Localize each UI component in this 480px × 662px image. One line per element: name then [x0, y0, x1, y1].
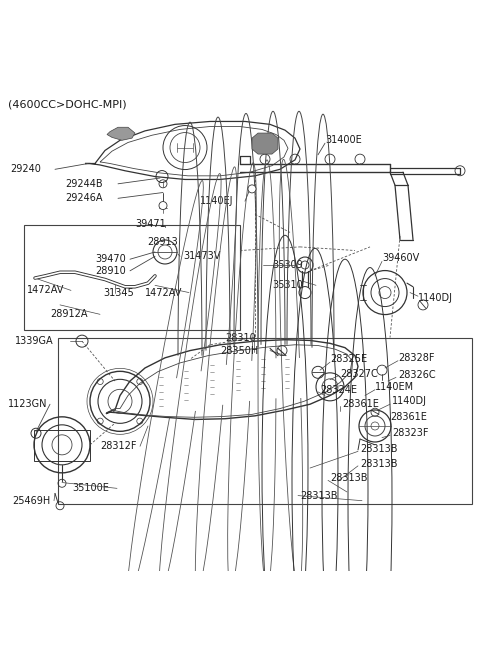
Text: 28913: 28913 — [147, 237, 178, 247]
Text: 28325E: 28325E — [330, 354, 367, 364]
Text: 28912A: 28912A — [50, 309, 87, 319]
Text: 25469H: 25469H — [12, 496, 50, 506]
Text: 28324E: 28324E — [320, 385, 357, 395]
Text: 28361E: 28361E — [390, 412, 427, 422]
Text: 28313B: 28313B — [360, 459, 397, 469]
Text: 35309: 35309 — [272, 260, 303, 270]
Text: 35100E: 35100E — [72, 483, 109, 493]
Text: 1140DJ: 1140DJ — [392, 397, 427, 406]
Text: 39460V: 39460V — [382, 253, 419, 263]
Text: 28313B: 28313B — [360, 444, 397, 454]
Text: 28313B: 28313B — [330, 473, 368, 483]
Text: 1472AV: 1472AV — [145, 287, 182, 298]
Circle shape — [248, 185, 256, 193]
Text: 28313B: 28313B — [300, 491, 337, 500]
Text: 29244B: 29244B — [65, 179, 103, 189]
Text: 28312F: 28312F — [100, 442, 136, 451]
Text: 28361E: 28361E — [342, 399, 379, 409]
Text: 39471: 39471 — [135, 218, 166, 228]
Text: 28328F: 28328F — [398, 353, 434, 363]
Text: 1140EM: 1140EM — [375, 382, 414, 392]
Text: 28310: 28310 — [225, 332, 256, 342]
Text: 1123GN: 1123GN — [8, 399, 48, 409]
Text: 1472AV: 1472AV — [27, 285, 64, 295]
Polygon shape — [252, 133, 278, 154]
Text: 28326C: 28326C — [398, 370, 436, 380]
Text: 1140DJ: 1140DJ — [418, 293, 453, 303]
Text: 28323F: 28323F — [392, 428, 429, 438]
Text: 39470: 39470 — [95, 254, 126, 264]
Text: 35310: 35310 — [272, 280, 303, 291]
Text: 1140EJ: 1140EJ — [200, 196, 233, 206]
Bar — [58, 338, 472, 504]
Text: 31345: 31345 — [103, 287, 134, 298]
Bar — [24, 225, 240, 330]
Text: 29246A: 29246A — [65, 193, 103, 203]
Text: 31473V: 31473V — [183, 252, 220, 261]
Text: 1339GA: 1339GA — [15, 336, 54, 346]
Text: 29240: 29240 — [10, 164, 41, 174]
Bar — [34, 430, 90, 461]
Text: 28327C: 28327C — [340, 369, 378, 379]
Text: 28910: 28910 — [95, 266, 126, 276]
Polygon shape — [107, 127, 135, 140]
Text: 28350H: 28350H — [220, 346, 258, 355]
Text: (4600CC>DOHC-MPI): (4600CC>DOHC-MPI) — [8, 99, 127, 109]
Circle shape — [159, 201, 167, 210]
Text: 31400E: 31400E — [325, 135, 362, 145]
